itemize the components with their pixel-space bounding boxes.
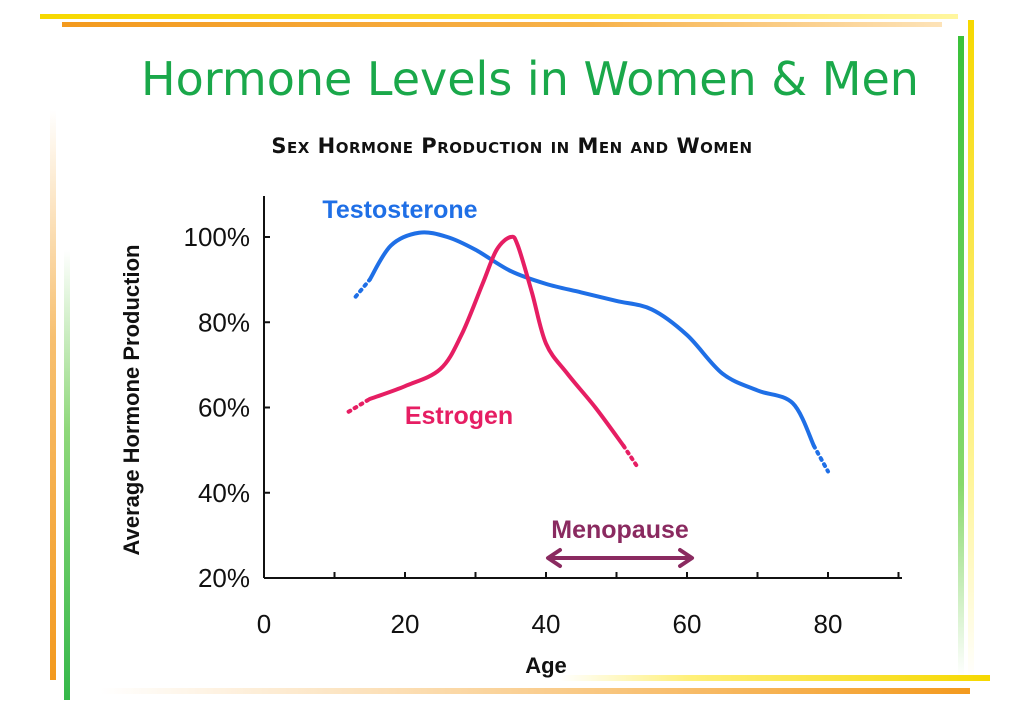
- menopause-arrow-left-head: [546, 548, 562, 568]
- y-tick-label: 40%: [198, 478, 250, 508]
- x-tick-label: 40: [532, 609, 561, 639]
- estrogen-dotted-end: [621, 443, 640, 470]
- annotation-layer: Menopause: [546, 516, 695, 568]
- testosterone-dotted-start: [353, 277, 372, 299]
- estrogen-dotted-start: [346, 396, 372, 414]
- testosterone-line: [367, 230, 816, 448]
- series-layer: Testosterone Estrogen: [322, 196, 830, 474]
- right-stripe-green: [958, 36, 964, 676]
- x-tick-label: 0: [257, 609, 271, 639]
- right-stripe-yellow: [968, 20, 974, 680]
- menopause-arrow-right-head: [678, 548, 695, 568]
- axes: 0 20 40 60 80 20% 40% 60% 80% 100%: [184, 196, 902, 639]
- x-axis-label: Age: [525, 653, 567, 678]
- y-axis-label: Average Hormone Production: [119, 245, 144, 556]
- testosterone-dotted-end: [811, 443, 830, 474]
- y-tick-label: 100%: [184, 222, 251, 252]
- x-tick-label: 60: [673, 609, 702, 639]
- top-stripe-yellow: [40, 14, 958, 19]
- bottom-stripe-yellow: [560, 675, 990, 681]
- y-tick-label: 60%: [198, 393, 250, 423]
- bottom-stripe-orange: [100, 688, 970, 694]
- y-tick-label: 20%: [198, 563, 250, 593]
- x-tick-label: 80: [814, 609, 843, 639]
- x-tick-label: 20: [391, 609, 420, 639]
- left-stripe-orange: [50, 110, 56, 680]
- estrogen-label: Estrogen: [405, 402, 513, 430]
- left-stripe-green: [64, 250, 70, 700]
- chart-title: Sex Hormone Production in Men and Women: [271, 134, 753, 158]
- menopause-label: Menopause: [551, 516, 689, 544]
- y-tick-label: 80%: [198, 307, 250, 337]
- top-stripe-orange: [62, 22, 942, 27]
- testosterone-label: Testosterone: [322, 196, 477, 224]
- slide-title: Hormone Levels in Women & Men: [141, 52, 919, 106]
- estrogen-line: [367, 234, 626, 448]
